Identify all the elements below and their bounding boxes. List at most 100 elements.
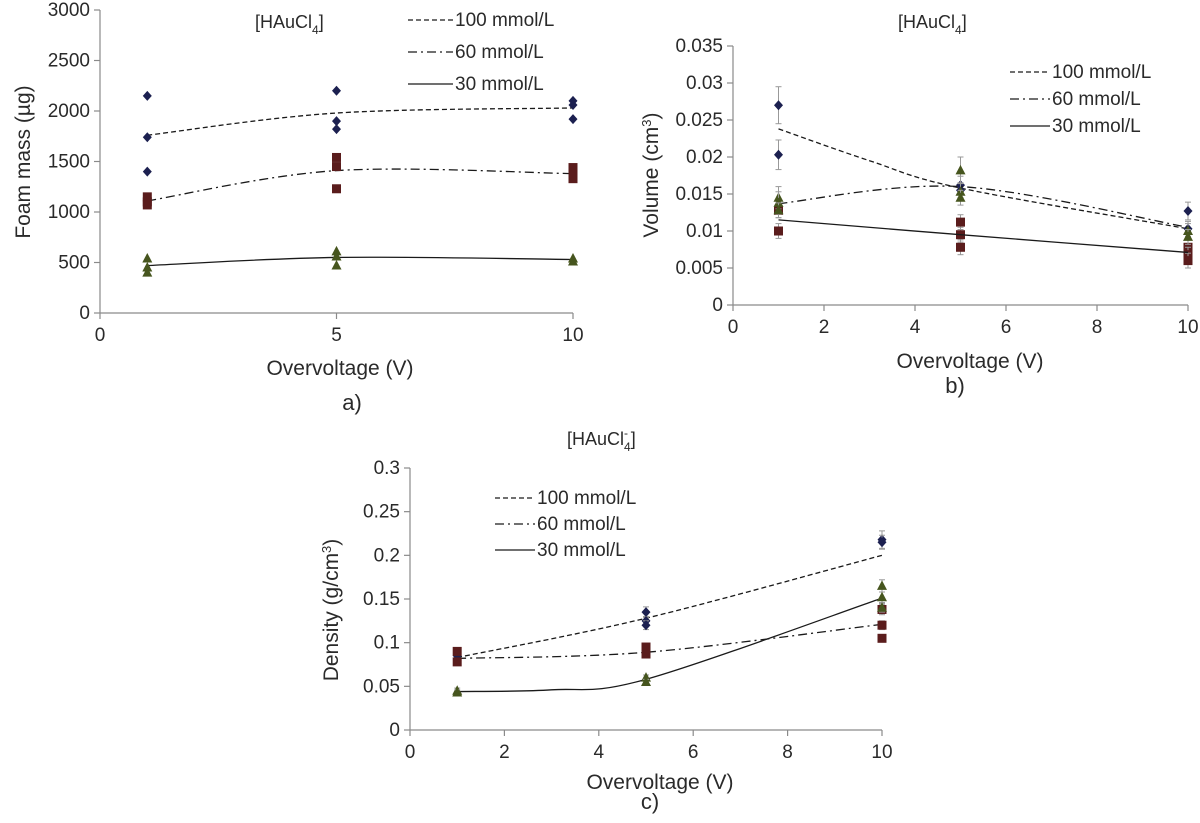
data-point: [774, 100, 783, 111]
data-point: [331, 250, 342, 261]
data-point: [142, 267, 153, 277]
y-axis-label: Foam mass (µg): [12, 85, 35, 238]
trend-line: [147, 168, 574, 202]
y-axis-label: Density (g/cm3): [319, 539, 343, 682]
y-tick-label: 0.2: [374, 545, 400, 566]
legend: 100 mmol/L 60 mmol/L 30 mmol/L: [1010, 62, 1151, 137]
chart-title-text: [HAuCl: [898, 12, 955, 32]
chart-title: [HAuCl-4]: [567, 426, 636, 454]
trend-line: [147, 256, 574, 267]
y-axis-label-close: ): [320, 539, 343, 546]
x-tick-label: 8: [782, 742, 793, 763]
y-tick-label: 0.1: [374, 633, 400, 654]
data-point: [331, 245, 342, 256]
x-tick-label: 10: [1177, 317, 1198, 338]
data-point: [877, 580, 887, 590]
x-tick-label: 2: [819, 317, 830, 338]
x-tick-label: 4: [594, 742, 605, 763]
data-point: [142, 166, 152, 177]
chart-title-close: ]: [962, 12, 967, 32]
y-tick-label: 0.05: [363, 676, 400, 697]
x-tick-label: 0: [728, 317, 739, 338]
data-point: [452, 646, 462, 656]
legend: 100 mmol/L 60 mmol/L 30 mmol/L: [408, 10, 554, 95]
trend-line: [778, 185, 1189, 228]
x-tick-label: 0: [95, 325, 106, 346]
y-tick-label: 1500: [48, 152, 90, 173]
data-point: [877, 537, 887, 548]
trend-line: [147, 107, 574, 136]
chart-title: [HAuCl4]: [255, 12, 324, 37]
data-point: [142, 252, 153, 263]
data-point: [773, 204, 784, 215]
data-point: [568, 99, 578, 110]
y-tick-label: 0: [79, 303, 90, 324]
data-point: [332, 85, 341, 96]
y-tick-label: 0.15: [363, 589, 400, 610]
data-point: [877, 591, 887, 602]
y-axis-label-close: ): [640, 112, 663, 119]
y-axis-label-text: Density (g/cm: [320, 553, 343, 681]
data-point: [568, 163, 578, 173]
chart-title-subscript: 4: [955, 23, 962, 37]
data-point: [641, 676, 651, 686]
data-point: [142, 262, 153, 272]
trend-line: [457, 623, 883, 660]
data-point: [142, 200, 152, 210]
legend-label: 60 mmol/L: [455, 42, 544, 63]
y-tick-label: 1000: [48, 202, 90, 223]
series-0: [774, 86, 1193, 237]
legend-label: 30 mmol/L: [537, 540, 626, 561]
data-point: [956, 242, 965, 252]
y-tick-label: 0.25: [363, 502, 400, 523]
x-tick-label: 2: [499, 742, 510, 763]
data-point: [773, 197, 784, 207]
chart-c: 0 0.05 0.1 0.15 0.2 0.25 0.3 0 2 4 6 8 10 Overvoltage…: [319, 426, 893, 814]
series-1: [774, 185, 1193, 269]
data-point: [1183, 256, 1193, 266]
chart-title-superscript: -: [624, 426, 628, 440]
legend-label: 60 mmol/L: [537, 514, 626, 535]
legend-label: 60 mmol/L: [1052, 89, 1141, 110]
y-tick-label: 0.015: [675, 184, 723, 205]
data-point: [877, 602, 887, 612]
trend-line: [457, 597, 883, 693]
y-tick-label: 0.005: [675, 258, 723, 279]
y-tick-label: 0.02: [686, 147, 723, 168]
y-tick-label: 0.025: [675, 110, 723, 131]
series-1: [142, 152, 578, 210]
y-tick-label: 3000: [48, 0, 90, 21]
data-point: [332, 184, 341, 194]
data-point: [332, 124, 341, 135]
data-point: [332, 152, 341, 162]
y-tick-label: 0.035: [675, 36, 723, 57]
y-axis-label: Volume (cm3): [639, 112, 663, 237]
x-tick-label: 10: [871, 742, 892, 763]
series-2: [773, 156, 1193, 254]
legend-label: 100 mmol/L: [537, 488, 636, 509]
series-2: [452, 579, 887, 697]
x-tick-label: 0: [405, 742, 416, 763]
data-point: [452, 686, 463, 697]
x-tick-label: 10: [562, 325, 583, 346]
chart-title-text: [HAuCl: [567, 429, 624, 449]
data-point: [568, 174, 578, 184]
y-tick-label: 0.03: [686, 73, 723, 94]
chart-b: 0 0.005 0.01 0.015 0.02 0.025 0.03 0.035 0 2 4 6 8 10…: [639, 12, 1199, 398]
data-point: [331, 260, 342, 270]
y-tick-label: 0.01: [686, 221, 723, 242]
y-axis-label-superscript: 3: [319, 546, 334, 553]
trend-line: [778, 128, 1189, 230]
y-tick-label: 0.3: [374, 458, 400, 479]
x-tick-label: 8: [1092, 317, 1103, 338]
data-point: [332, 162, 341, 172]
data-point: [332, 116, 341, 127]
data-point: [641, 607, 651, 618]
data-point: [956, 217, 965, 227]
y-tick-label: 2500: [48, 51, 90, 72]
data-point: [877, 633, 887, 643]
legend-label: 100 mmol/L: [455, 10, 554, 31]
y-tick-label: 2000: [48, 101, 90, 122]
data-point: [1183, 231, 1193, 241]
data-point: [641, 642, 651, 652]
